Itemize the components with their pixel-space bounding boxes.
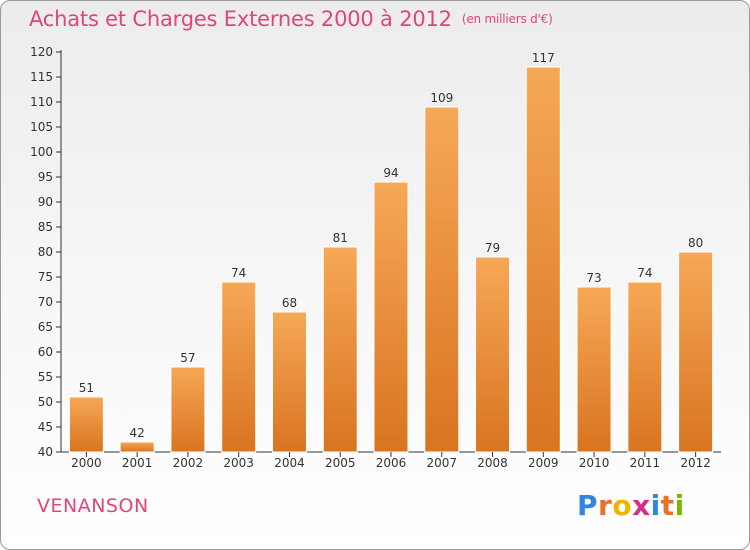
bar-value-label: 51 bbox=[79, 381, 94, 395]
y-tick-label: 115 bbox=[30, 70, 53, 84]
brand-letter: t bbox=[660, 489, 675, 522]
x-tick-label: 2005 bbox=[325, 456, 356, 470]
bar-2010 bbox=[576, 286, 612, 453]
brand-letter: i bbox=[650, 489, 661, 522]
bar-value-label: 79 bbox=[485, 241, 500, 255]
bar-2002 bbox=[170, 366, 206, 453]
bar-value-label: 109 bbox=[430, 91, 453, 105]
bar-value-label: 74 bbox=[637, 266, 652, 280]
x-tick-label: 2008 bbox=[477, 456, 508, 470]
y-tick-label: 105 bbox=[30, 120, 53, 134]
chart-title-text: Achats et Charges Externes 2000 à 2012 bbox=[29, 7, 452, 31]
bar-2000 bbox=[68, 396, 104, 453]
bar-2007 bbox=[424, 106, 460, 453]
chart-title: Achats et Charges Externes 2000 à 2012 (e… bbox=[29, 7, 553, 31]
bar-2008 bbox=[475, 256, 511, 453]
y-tick-label: 80 bbox=[38, 245, 53, 259]
brand-letter: P bbox=[577, 489, 599, 522]
y-tick-label: 75 bbox=[38, 270, 53, 284]
y-tick-label: 65 bbox=[38, 320, 53, 334]
x-tick-label: 2010 bbox=[579, 456, 610, 470]
brand-letter: i bbox=[674, 489, 685, 522]
y-tick-label: 100 bbox=[30, 145, 53, 159]
bar-2012 bbox=[678, 251, 714, 453]
bar-2004 bbox=[271, 311, 307, 453]
x-tick-label: 2006 bbox=[376, 456, 407, 470]
bar-2009 bbox=[525, 66, 561, 453]
bar-value-label: 94 bbox=[383, 166, 398, 180]
bar-value-label: 73 bbox=[586, 271, 601, 285]
city-name: VENANSON bbox=[37, 495, 149, 517]
brand-letter: o bbox=[612, 489, 633, 522]
x-tick-label: 2012 bbox=[680, 456, 711, 470]
bar-value-label: 42 bbox=[130, 426, 145, 440]
bar-value-label: 68 bbox=[282, 296, 297, 310]
x-tick-label: 2000 bbox=[71, 456, 102, 470]
x-tick-label: 2004 bbox=[274, 456, 305, 470]
y-tick-label: 95 bbox=[38, 170, 53, 184]
x-tick-label: 2009 bbox=[528, 456, 559, 470]
proxiti-logo: Proxiti bbox=[577, 489, 685, 522]
bar-2001 bbox=[119, 441, 155, 453]
brand-letter: x bbox=[632, 489, 651, 522]
bar-value-label: 80 bbox=[688, 236, 703, 250]
y-tick-label: 40 bbox=[38, 445, 53, 459]
chart-unit: (en milliers d'€) bbox=[461, 12, 553, 26]
x-tick-label: 2002 bbox=[173, 456, 204, 470]
bar-2006 bbox=[373, 181, 409, 453]
bar-2003 bbox=[221, 281, 257, 453]
y-tick-label: 50 bbox=[38, 395, 53, 409]
y-tick-label: 90 bbox=[38, 195, 53, 209]
x-tick-label: 2003 bbox=[223, 456, 254, 470]
bar-2011 bbox=[627, 281, 663, 453]
y-tick-label: 110 bbox=[30, 95, 53, 109]
bar-value-label: 117 bbox=[532, 51, 555, 65]
bar-value-label: 57 bbox=[180, 351, 195, 365]
y-tick-label: 70 bbox=[38, 295, 53, 309]
x-tick-label: 2011 bbox=[630, 456, 661, 470]
y-tick-label: 85 bbox=[38, 220, 53, 234]
y-tick-label: 45 bbox=[38, 420, 53, 434]
brand-letter: r bbox=[598, 489, 613, 522]
x-tick-label: 2001 bbox=[122, 456, 153, 470]
bar-value-label: 81 bbox=[333, 231, 348, 245]
bar-2005 bbox=[322, 246, 358, 453]
y-tick-label: 120 bbox=[30, 45, 53, 59]
x-tick-label: 2007 bbox=[426, 456, 457, 470]
bar-value-label: 74 bbox=[231, 266, 246, 280]
y-tick-label: 60 bbox=[38, 345, 53, 359]
y-tick-label: 55 bbox=[38, 370, 53, 384]
